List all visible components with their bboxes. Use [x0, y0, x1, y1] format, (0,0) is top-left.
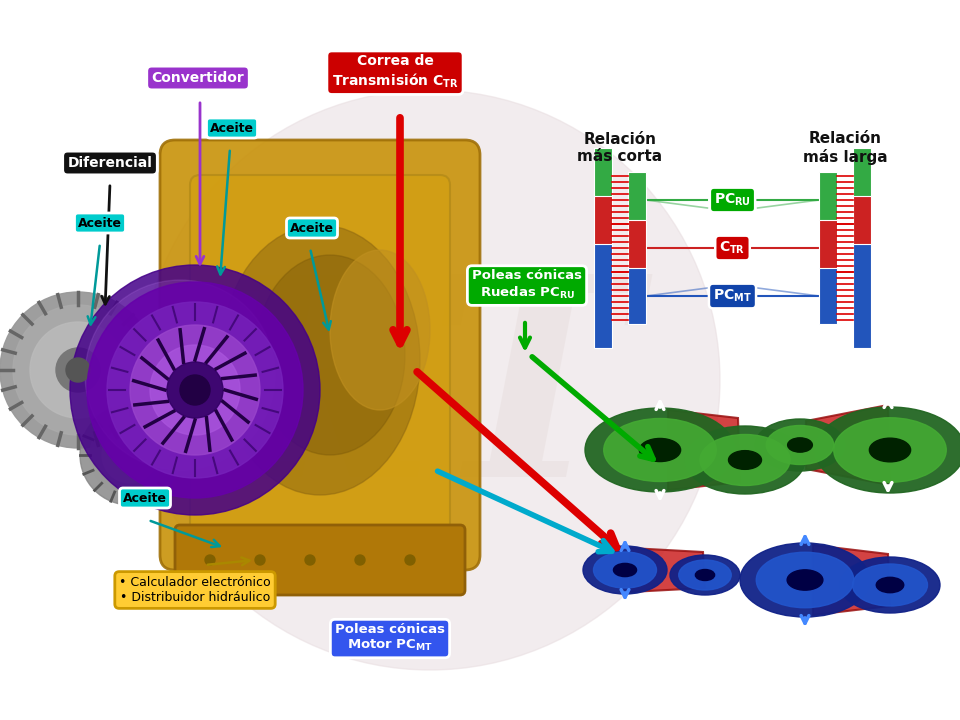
- Circle shape: [56, 348, 100, 392]
- Ellipse shape: [729, 451, 761, 469]
- Ellipse shape: [583, 546, 667, 594]
- Circle shape: [140, 90, 720, 670]
- Circle shape: [0, 292, 156, 448]
- Text: Aceite: Aceite: [290, 222, 334, 235]
- Text: Poleas cónicas
Motor $\mathregular{PC_{MT}}$: Poleas cónicas Motor $\mathregular{PC_{M…: [335, 623, 445, 653]
- Text: Poleas cónicas
Ruedas $\mathregular{PC_{RU}}$: Poleas cónicas Ruedas $\mathregular{PC_{…: [472, 269, 582, 301]
- Polygon shape: [813, 545, 890, 615]
- Circle shape: [355, 555, 365, 565]
- Circle shape: [80, 405, 180, 505]
- Ellipse shape: [695, 570, 714, 580]
- Polygon shape: [630, 548, 705, 592]
- Circle shape: [205, 555, 215, 565]
- Circle shape: [150, 345, 240, 435]
- Text: Relación
más corta: Relación más corta: [577, 132, 662, 164]
- Ellipse shape: [787, 438, 812, 452]
- Polygon shape: [853, 244, 871, 348]
- Text: $\bf{PC_{RU}}$: $\bf{PC_{RU}}$: [714, 192, 751, 208]
- Circle shape: [305, 555, 315, 565]
- Text: Aceite: Aceite: [123, 492, 167, 505]
- Circle shape: [107, 302, 283, 478]
- Ellipse shape: [255, 255, 405, 455]
- Ellipse shape: [787, 570, 823, 590]
- FancyBboxPatch shape: [190, 175, 450, 535]
- Ellipse shape: [220, 225, 420, 495]
- Text: $\bf{C_{TR}}$: $\bf{C_{TR}}$: [719, 240, 746, 256]
- Polygon shape: [668, 410, 740, 490]
- Ellipse shape: [593, 552, 657, 588]
- Circle shape: [13, 305, 143, 435]
- Polygon shape: [628, 220, 646, 276]
- Text: Diferencial: Diferencial: [67, 156, 153, 170]
- Ellipse shape: [756, 552, 853, 608]
- Circle shape: [130, 325, 260, 455]
- Polygon shape: [819, 268, 837, 324]
- Polygon shape: [819, 220, 837, 276]
- Ellipse shape: [833, 418, 947, 482]
- Circle shape: [87, 282, 303, 498]
- Ellipse shape: [613, 563, 636, 577]
- FancyBboxPatch shape: [175, 525, 465, 595]
- Text: RT: RT: [204, 266, 636, 534]
- Polygon shape: [628, 268, 646, 324]
- Circle shape: [66, 358, 90, 382]
- Ellipse shape: [876, 577, 903, 593]
- Text: $\bf{PC_{MT}}$: $\bf{PC_{MT}}$: [713, 288, 752, 304]
- Circle shape: [405, 555, 415, 565]
- Text: Aceite: Aceite: [210, 122, 254, 135]
- Polygon shape: [594, 244, 612, 348]
- Text: Aceite: Aceite: [78, 217, 122, 230]
- Circle shape: [180, 375, 210, 405]
- Polygon shape: [594, 196, 612, 300]
- FancyBboxPatch shape: [160, 140, 480, 570]
- Circle shape: [255, 555, 265, 565]
- Ellipse shape: [870, 438, 911, 462]
- Ellipse shape: [740, 543, 870, 617]
- Ellipse shape: [766, 426, 833, 464]
- Circle shape: [167, 362, 223, 418]
- Ellipse shape: [330, 250, 430, 410]
- Circle shape: [102, 427, 158, 483]
- Ellipse shape: [815, 407, 960, 493]
- Polygon shape: [628, 172, 646, 228]
- Text: Relación
más larga: Relación más larga: [803, 131, 887, 165]
- Polygon shape: [594, 148, 612, 252]
- Text: Correa de
Transmisión $\mathregular{C_{TR}}$: Correa de Transmisión $\mathregular{C_{T…: [332, 55, 458, 89]
- Ellipse shape: [585, 408, 735, 492]
- Text: • Calculador electrónico
• Distribuidor hidráulico: • Calculador electrónico • Distribuidor …: [119, 576, 271, 604]
- Polygon shape: [819, 172, 837, 228]
- Polygon shape: [853, 196, 871, 300]
- Polygon shape: [806, 405, 890, 485]
- Ellipse shape: [852, 564, 927, 606]
- Circle shape: [70, 265, 320, 515]
- Ellipse shape: [639, 438, 681, 462]
- Circle shape: [90, 415, 170, 495]
- Polygon shape: [853, 148, 871, 252]
- Ellipse shape: [679, 560, 732, 590]
- Ellipse shape: [670, 555, 740, 595]
- Text: Convertidor: Convertidor: [152, 71, 245, 85]
- Ellipse shape: [685, 426, 805, 494]
- Ellipse shape: [604, 418, 716, 482]
- Ellipse shape: [840, 557, 940, 613]
- Circle shape: [85, 280, 275, 470]
- Ellipse shape: [755, 419, 845, 471]
- Ellipse shape: [700, 434, 790, 485]
- Circle shape: [30, 322, 126, 418]
